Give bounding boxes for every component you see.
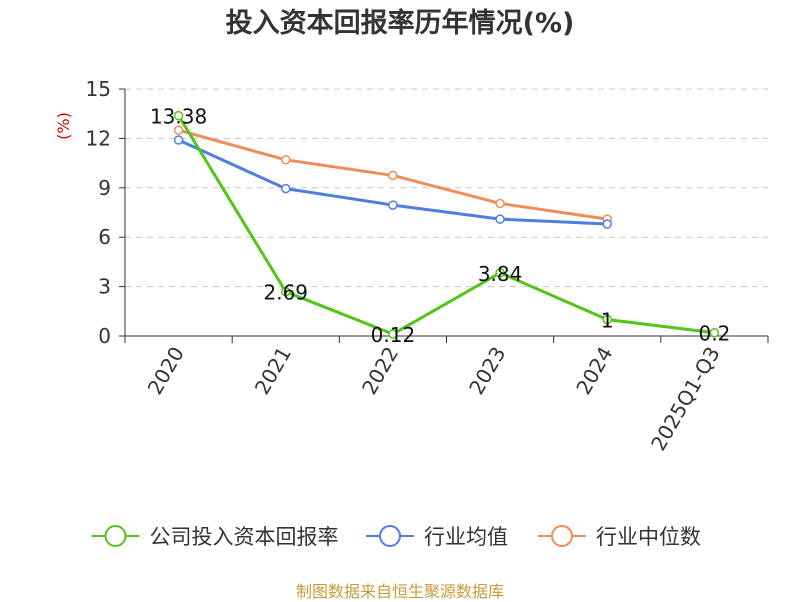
data-point: [495, 214, 505, 224]
x-tick-label: 2025Q1-Q3: [646, 343, 725, 455]
legend-item-0: 公司投入资本回报率: [91, 525, 339, 549]
data-point: [388, 170, 398, 181]
data-point: [495, 198, 505, 209]
data-label: 2.69: [263, 281, 308, 305]
data-point: [388, 329, 398, 339]
data-label: 0.12: [371, 323, 416, 347]
data-point: [602, 314, 612, 325]
grid-lines: [125, 88, 768, 288]
legend: 公司投入资本回报率 行业均值 行业中位数: [91, 525, 701, 549]
data-point: [495, 268, 505, 278]
series-lines: [173, 110, 720, 339]
legend-label: 行业均值: [424, 525, 508, 549]
x-tick-label: 2024: [571, 343, 617, 399]
y-axis-label: (%): [54, 112, 73, 140]
legend-marker: [104, 525, 127, 547]
series-line-0: [177, 114, 715, 336]
y-tick-label: 3: [98, 275, 111, 299]
legend-label: 公司投入资本回报率: [150, 525, 339, 549]
data-label: 13.38: [150, 105, 207, 129]
x-tick-label: 2023: [464, 343, 510, 399]
data-point: [173, 125, 184, 135]
chart-title: 投入资本回报率历年情况(%): [225, 8, 575, 39]
y-tick-label: 6: [98, 225, 111, 249]
data-labels: 13.38 2.69 0.12 3.84 1 0.2: [150, 105, 730, 347]
legend-marker: [551, 525, 573, 547]
data-point: [281, 286, 291, 297]
data-point: [173, 110, 184, 121]
data-label: 0.2: [699, 322, 731, 346]
data-point: [709, 327, 720, 338]
y-tick-label: 0: [98, 324, 111, 348]
data-point: [388, 200, 398, 210]
legend-label: 行业中位数: [596, 525, 701, 549]
legend-item-1: 行业均值: [366, 525, 508, 549]
legend-item-2: 行业中位数: [538, 525, 701, 549]
data-point: [173, 135, 184, 145]
data-point: [281, 183, 291, 194]
y-tick-label: 15: [86, 77, 111, 101]
y-tick-label: 9: [98, 176, 111, 200]
y-tick-label: 12: [86, 126, 111, 150]
x-tick-label: 2020: [143, 343, 189, 399]
data-point: [281, 155, 291, 165]
source-note: 制图数据来自恒生聚源数据库: [295, 582, 504, 601]
legend-marker: [379, 525, 401, 547]
x-tick-label: 2022: [357, 343, 403, 399]
axes: 0 3 6 9 12 15 (%) 2020 2021 2022 2023 2024 2025Q1-Q3: [54, 77, 769, 455]
data-label: 1: [601, 309, 614, 333]
data-point: [602, 219, 612, 229]
series-line-1: [177, 138, 608, 226]
x-tick-label: 2021: [250, 343, 296, 399]
data-label: 3.84: [478, 262, 523, 286]
